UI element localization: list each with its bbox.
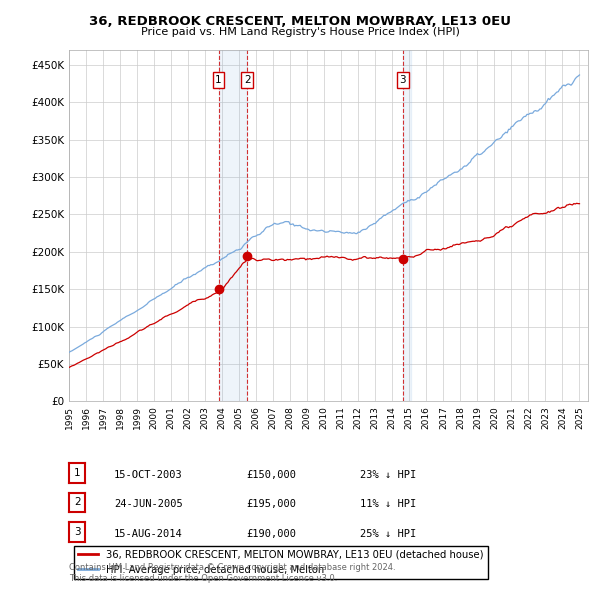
Text: 11% ↓ HPI: 11% ↓ HPI <box>360 500 416 509</box>
Bar <box>218 50 247 401</box>
Text: £195,000: £195,000 <box>246 500 296 509</box>
Text: 23% ↓ HPI: 23% ↓ HPI <box>360 470 416 480</box>
Text: 3: 3 <box>400 75 406 85</box>
Text: 2: 2 <box>74 497 80 507</box>
Text: 1: 1 <box>74 468 80 478</box>
Text: Price paid vs. HM Land Registry's House Price Index (HPI): Price paid vs. HM Land Registry's House … <box>140 27 460 37</box>
Text: 15-OCT-2003: 15-OCT-2003 <box>114 470 183 480</box>
Legend: 36, REDBROOK CRESCENT, MELTON MOWBRAY, LE13 0EU (detached house), HPI: Average p: 36, REDBROOK CRESCENT, MELTON MOWBRAY, L… <box>74 546 487 579</box>
Text: 15-AUG-2014: 15-AUG-2014 <box>114 529 183 539</box>
Text: £150,000: £150,000 <box>246 470 296 480</box>
Text: 3: 3 <box>74 527 80 537</box>
Text: 2: 2 <box>244 75 251 85</box>
Bar <box>403 50 412 401</box>
Text: 24-JUN-2005: 24-JUN-2005 <box>114 500 183 509</box>
Text: This data is licensed under the Open Government Licence v3.0.: This data is licensed under the Open Gov… <box>69 574 337 583</box>
Text: Contains HM Land Registry data © Crown copyright and database right 2024.: Contains HM Land Registry data © Crown c… <box>69 563 395 572</box>
Text: 36, REDBROOK CRESCENT, MELTON MOWBRAY, LE13 0EU: 36, REDBROOK CRESCENT, MELTON MOWBRAY, L… <box>89 15 511 28</box>
Text: 25% ↓ HPI: 25% ↓ HPI <box>360 529 416 539</box>
Text: £190,000: £190,000 <box>246 529 296 539</box>
Text: 1: 1 <box>215 75 222 85</box>
